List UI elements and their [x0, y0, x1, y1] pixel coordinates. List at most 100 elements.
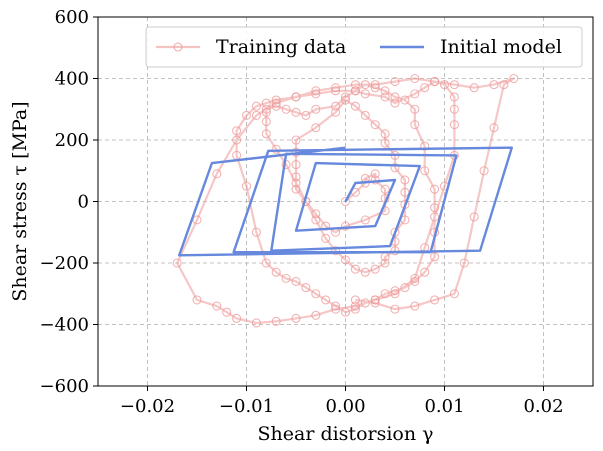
data-point [400, 283, 410, 293]
data-point [261, 98, 271, 108]
data-point [410, 301, 420, 311]
data-point [370, 169, 380, 179]
x-tick-label: 0.00 [325, 396, 365, 417]
data-point [271, 144, 281, 154]
data-point [390, 246, 400, 256]
x-tick-label: 0.02 [523, 396, 563, 417]
data-point [390, 77, 400, 87]
data-point [370, 83, 380, 93]
data-point [420, 141, 430, 151]
data-point [420, 267, 430, 277]
data-point [311, 104, 321, 114]
data-point [301, 110, 311, 120]
data-point [241, 110, 252, 120]
data-point [340, 95, 351, 105]
data-point [449, 80, 459, 90]
data-point [350, 86, 360, 96]
data-point [370, 120, 380, 130]
data-point [261, 107, 271, 117]
data-point [350, 295, 360, 305]
data-point [232, 313, 242, 323]
data-point [271, 98, 281, 108]
data-point [390, 289, 400, 299]
data-point [331, 107, 341, 117]
data-point [410, 276, 420, 287]
data-point [449, 104, 459, 114]
data-point [291, 107, 301, 117]
x-tick-label: −0.01 [219, 396, 274, 417]
x-axis-label: Shear distorsion γ [258, 423, 434, 445]
data-point [331, 101, 341, 111]
data-point [311, 123, 321, 133]
data-point [370, 80, 380, 90]
data-point [291, 184, 301, 194]
data-point [380, 138, 390, 148]
data-point [291, 92, 301, 102]
legend-label: Training data [216, 36, 346, 58]
data-point [430, 203, 440, 213]
data-point [360, 89, 370, 99]
x-tick-label: 0.01 [424, 396, 464, 417]
data-point [489, 80, 499, 90]
data-point [291, 135, 301, 145]
data-point [311, 89, 321, 99]
data-point [430, 212, 440, 222]
data-point [212, 301, 222, 311]
data-point [370, 264, 380, 274]
legend-items: Training data Initial model [156, 36, 562, 58]
legend: Training data Initial model [145, 26, 583, 68]
data-point [400, 95, 410, 105]
data-point [271, 316, 281, 326]
data-point [251, 318, 261, 328]
data-point [380, 184, 390, 194]
data-point [340, 221, 351, 231]
data-point [449, 120, 459, 130]
data-point [390, 98, 400, 108]
data-point [410, 273, 420, 283]
data-point [331, 246, 341, 256]
data-point [291, 172, 301, 182]
legend-box [145, 26, 583, 68]
data-point [192, 295, 202, 305]
data-point [430, 295, 440, 305]
data-point [380, 129, 390, 139]
data-point [380, 92, 390, 102]
data-point [261, 129, 271, 139]
data-point [469, 212, 479, 222]
data-point [172, 258, 182, 268]
y-tick-label: 600 [55, 7, 89, 28]
data-point [331, 301, 341, 311]
data-point [331, 83, 341, 93]
series-initial-model [177, 146, 513, 257]
data-point [360, 298, 370, 308]
series-layer [172, 73, 519, 328]
data-point [410, 120, 420, 130]
data-point [350, 304, 360, 314]
data-point [281, 104, 291, 114]
data-point [410, 104, 420, 114]
data-point [350, 264, 360, 274]
data-point [311, 215, 321, 225]
data-point [340, 92, 351, 102]
data-point [291, 178, 301, 188]
data-point [390, 304, 400, 314]
series-line [177, 146, 513, 257]
data-point [261, 258, 271, 268]
data-point [321, 233, 331, 243]
data-point [311, 86, 321, 96]
y-tick-label: −600 [40, 376, 89, 397]
legend-item: Initial model [380, 36, 562, 58]
data-point [251, 227, 261, 237]
y-tick-label: 400 [55, 69, 89, 90]
data-point [340, 307, 351, 317]
data-point [410, 73, 420, 84]
data-point [350, 101, 360, 111]
data-point [469, 83, 479, 93]
data-point [509, 73, 519, 84]
data-point [271, 95, 281, 105]
data-point [380, 86, 390, 96]
data-point [212, 169, 222, 179]
data-point [360, 80, 370, 90]
data-point [331, 304, 341, 314]
data-point [390, 163, 400, 173]
